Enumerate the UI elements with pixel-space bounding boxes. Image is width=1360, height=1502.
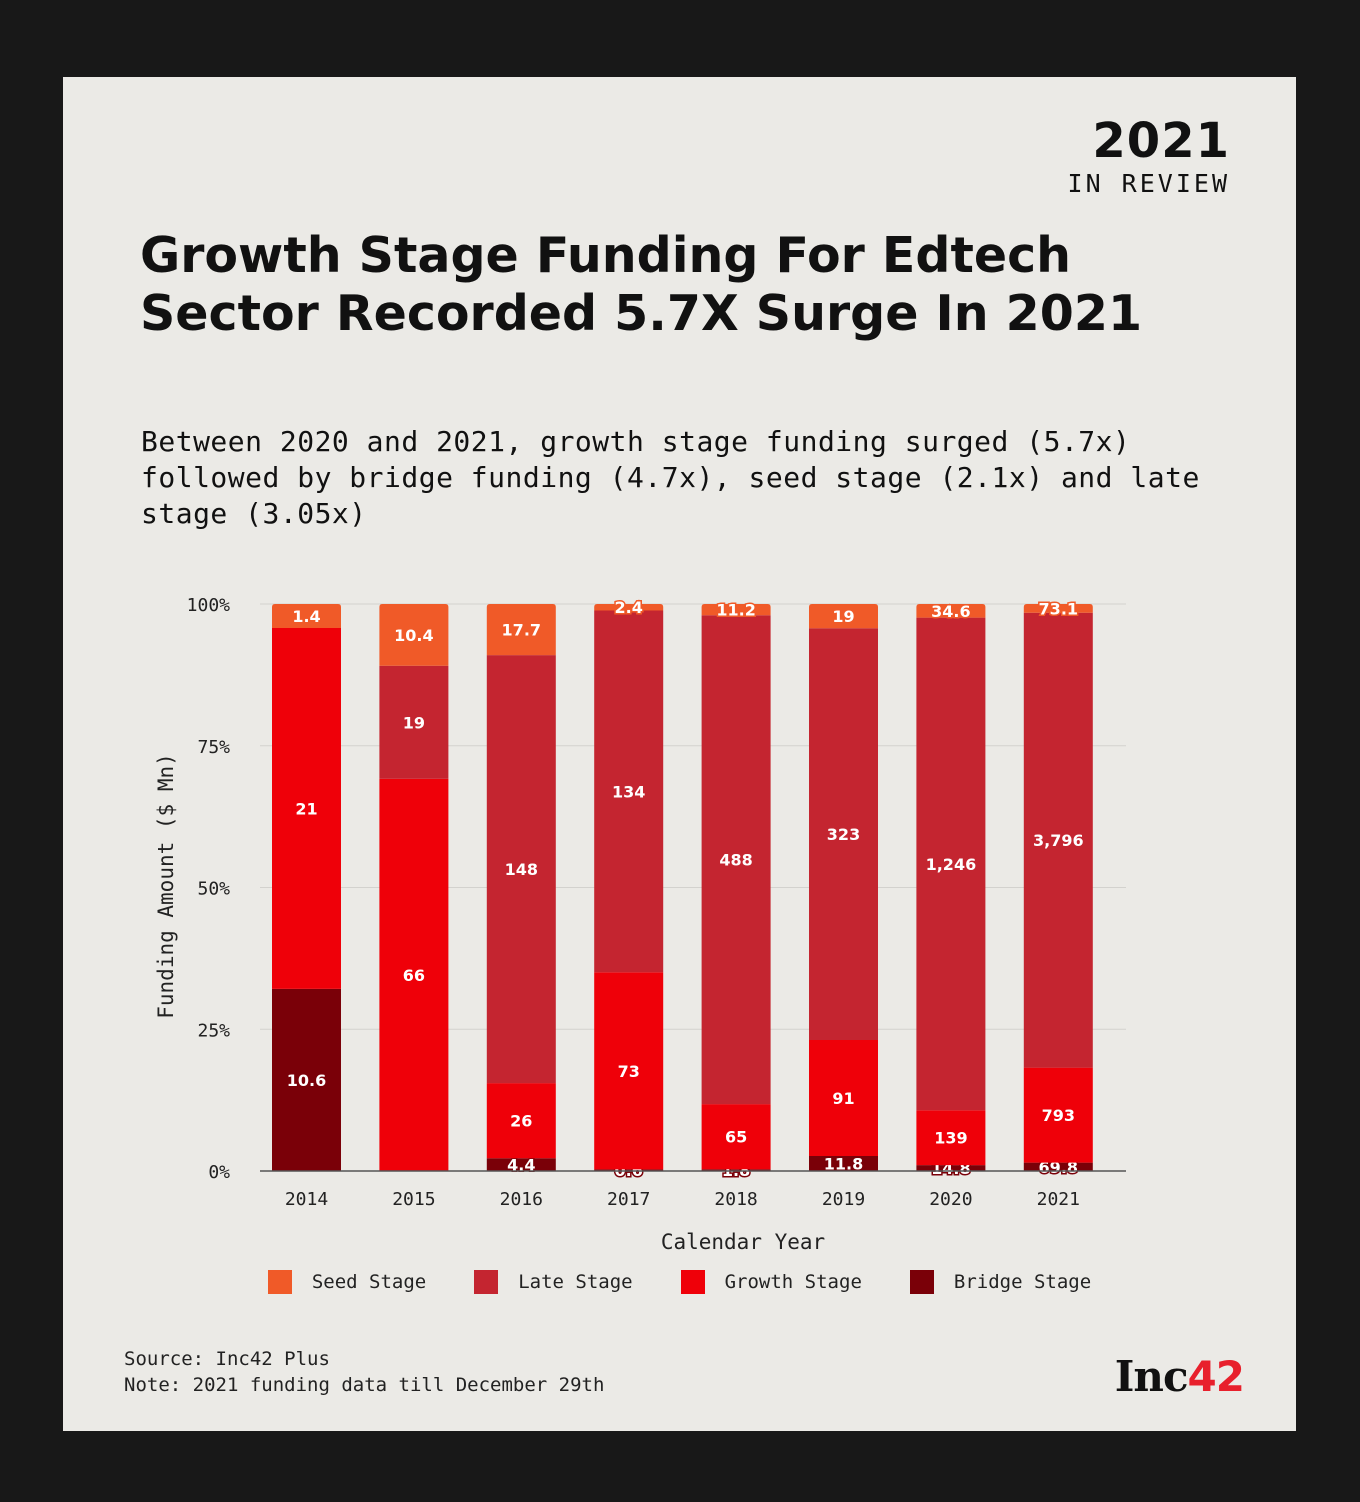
legend-label: Late Stage [518,1271,633,1293]
data-label: 10.4 [394,626,433,645]
x-tick-label: 2018 [714,1189,757,1210]
data-label: 19 [403,713,425,732]
data-label: 4.4 [507,1156,535,1175]
data-label: 17.7 [502,621,541,640]
legend-label: Growth Stage [724,1271,862,1293]
data-label: 134 [612,782,645,801]
legend-swatch [680,1270,705,1294]
bar-segment-seed-2014 [272,604,341,629]
data-label: 148 [505,860,538,879]
data-label: 139 [934,1129,967,1148]
data-label: 488 [719,851,752,870]
y-axis-title: Funding Amount ($ Mn) [154,753,178,1019]
data-label: 2.4 [615,598,643,617]
data-label: 3,796 [1033,831,1084,850]
bar-segment-seed-2018 [701,604,771,616]
bar-segment-seed-2016 [486,604,556,656]
bar-segment-bridge-2021 [1023,1162,1093,1171]
x-tick-label: 2016 [500,1189,543,1210]
legend-item-seed: Seed Stage [267,1270,427,1294]
y-tick-label: 100% [187,595,231,616]
badge-subtitle: IN REVIEW [1067,169,1230,198]
data-label: 65 [725,1128,747,1147]
data-label: 11.8 [824,1154,863,1173]
page-title: Growth Stage Funding For Edtech Sector R… [140,227,1143,342]
data-label: 21 [295,799,317,818]
x-axis-title: Calendar Year [661,1230,825,1254]
bar-segment-growth-2020 [916,1110,986,1166]
x-tick-label: 2014 [285,1189,328,1210]
bar-segment-late-2021 [1023,612,1093,1068]
bar-segment-seed-2021 [1023,604,1093,613]
data-note: Note: 2021 funding data till December 29… [124,1374,605,1396]
y-tick-label: 25% [197,1020,230,1041]
bar-segment-growth-2016 [486,1083,556,1159]
bar-segment-late-2015 [379,665,449,779]
bar-segment-bridge-2019 [809,1155,878,1171]
x-tick-label: 2019 [822,1189,865,1210]
bar-segment-seed-2017 [594,604,664,611]
logo-text: Inc [1114,1352,1189,1401]
legend-swatch [909,1270,934,1294]
y-tick-label: 50% [197,879,230,900]
bar-segment-growth-2019 [809,1039,878,1156]
x-tick-label: 2020 [929,1189,972,1210]
data-label: 323 [827,825,860,844]
data-label: 66 [403,966,425,985]
bar-segment-growth-2015 [379,778,449,1171]
data-label: 26 [510,1112,532,1131]
data-label: 1.4 [292,607,320,626]
footer-notes: Source: Inc42 Plus Note: 2021 funding da… [124,1346,604,1398]
bar-segment-growth-2018 [701,1104,771,1170]
bar-segment-growth-2021 [1023,1067,1093,1163]
bar-segment-bridge-2014 [272,988,341,1171]
data-label: 793 [1042,1106,1075,1125]
data-label: 73.1 [1039,599,1078,618]
data-label: 91 [832,1089,854,1108]
data-label: 34.6 [931,602,970,621]
bar-segment-late-2018 [701,615,771,1105]
bar-segment-bridge-2016 [486,1158,556,1171]
legend-swatch [267,1270,292,1294]
stacked-bar-chart: 0% 25% 50% 75% 100% 10.6 21 1.4 2014 66 19 10.4 2015… [154,595,1126,1254]
chart-legend: Seed Stage Late Stage Growth Stage Bridge S… [63,1270,1296,1294]
inc42-logo: Inc42 [1114,1352,1245,1401]
bar-segment-seed-2020 [916,604,986,618]
logo-number: 42 [1187,1352,1245,1401]
data-label: 10.6 [287,1071,326,1090]
legend-label: Seed Stage [311,1271,427,1293]
data-label: 1,246 [926,855,977,874]
x-tick-label: 2015 [392,1189,435,1210]
legend-item-late: Late Stage [474,1270,633,1294]
bar-segment-seed-2015 [379,604,449,666]
page-subtitle: Between 2020 and 2021, growth stage fund… [141,425,1200,530]
x-tick-label: 2017 [607,1189,650,1210]
bar-segment-late-2017 [594,610,664,973]
year-in-review-badge: 2021 IN REVIEW [1068,117,1230,198]
source-note: Source: Inc42 Plus [124,1348,330,1370]
x-tick-label: 2021 [1037,1189,1080,1210]
bar-segment-growth-2014 [272,628,341,989]
bar-segment-seed-2019 [809,604,878,629]
bar-segment-bridge-2020 [916,1165,986,1171]
legend-item-bridge: Bridge Stage [909,1270,1092,1294]
data-label: 11.2 [716,601,755,620]
legend-label: Bridge Stage [953,1271,1092,1293]
legend-item-growth: Growth Stage [680,1270,862,1294]
bar-segment-late-2016 [486,655,556,1084]
y-tick-label: 0% [208,1162,230,1183]
y-tick-label: 75% [197,737,230,758]
legend-swatch [474,1270,499,1294]
bar-segment-growth-2017 [594,972,664,1170]
bar-segment-late-2019 [809,628,878,1040]
bar-segment-late-2020 [916,617,986,1111]
data-label: 19 [832,607,854,626]
badge-year: 2021 [1092,113,1230,169]
data-label: 73 [618,1062,640,1081]
infographic-card: 2021 IN REVIEW Growth Stage Funding For … [63,77,1296,1431]
